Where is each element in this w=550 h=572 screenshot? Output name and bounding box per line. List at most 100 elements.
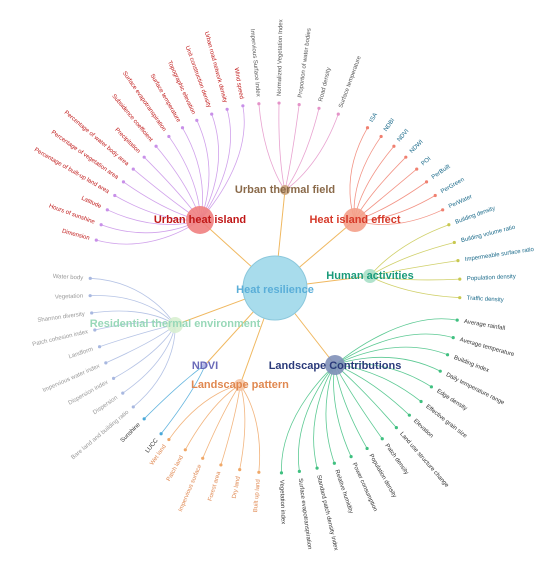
hub-label: Residential thermal environment xyxy=(90,318,261,330)
leaf-label: Impermeable surface ratio xyxy=(465,247,535,263)
leaf-node xyxy=(419,399,423,404)
leaf-label: Proportion of water bodies xyxy=(298,28,313,98)
hub-label: Human activities xyxy=(326,270,413,282)
leaf-label: Percentage of built-up land area xyxy=(33,147,111,195)
leaf-label: Dispersion xyxy=(92,395,119,416)
leaf-link xyxy=(105,324,176,364)
leaf-node xyxy=(277,101,281,105)
leaf-node xyxy=(154,144,158,148)
leaf-node xyxy=(379,134,383,139)
leaf-node xyxy=(456,259,460,263)
hub-node xyxy=(363,269,377,283)
leaf-label: Shannon diversity xyxy=(37,311,85,323)
leaf-link xyxy=(122,324,176,394)
leaf-node xyxy=(415,167,419,171)
leaf-node xyxy=(90,311,94,315)
hub-node xyxy=(343,208,367,232)
leaf-node xyxy=(315,466,319,470)
leaf-node xyxy=(201,456,205,460)
hub-node xyxy=(202,362,208,368)
leaf-label: Elevation xyxy=(412,418,434,439)
leaf-label: Edge density xyxy=(435,389,468,413)
leaf-label: Percentage of vegetation area xyxy=(50,130,120,181)
leaf-label: Building volume ratio xyxy=(460,225,516,245)
hub-label: Landscape Contributions xyxy=(269,360,402,372)
leaf-node xyxy=(195,118,199,122)
leaf-label: Vegetation xyxy=(55,294,84,301)
hub-label: Landscape pattern xyxy=(191,379,289,391)
leaf-link xyxy=(168,384,241,440)
hub-label: NDVI xyxy=(192,360,218,372)
center-node xyxy=(242,255,308,321)
leaf-node xyxy=(121,391,125,395)
leaf-label: NDBI xyxy=(383,117,396,132)
leaf-node xyxy=(407,413,411,417)
leaf-label: PerGreen xyxy=(440,177,466,195)
leaf-link xyxy=(202,384,241,459)
leaf-label: PerBuilt xyxy=(431,164,452,181)
nodes xyxy=(88,101,462,475)
leaf-link xyxy=(334,364,368,449)
leaf-node xyxy=(142,417,146,421)
leaf-label: Road density xyxy=(318,67,332,102)
leaf-node xyxy=(279,471,284,475)
leaf-label: Sunshine xyxy=(120,422,142,444)
leaf-link xyxy=(349,127,368,221)
leaf-label: Wind speed xyxy=(233,67,244,99)
leaf-link xyxy=(281,364,336,473)
leaf-label: Building index xyxy=(453,355,490,374)
hub-node xyxy=(280,185,290,195)
leaf-node xyxy=(131,167,135,171)
leaf-node xyxy=(238,468,242,472)
hub-node xyxy=(234,379,246,391)
leaf-node xyxy=(455,318,459,322)
leaf-node xyxy=(365,446,369,451)
leaf-node xyxy=(297,102,301,107)
leaf-node xyxy=(404,155,408,159)
leaf-label: Dimension xyxy=(61,229,90,242)
leaf-node xyxy=(452,240,456,245)
leaf-label: Power consumption xyxy=(351,462,378,513)
hub-label: Urban heat island xyxy=(154,214,246,226)
center-label: Heat resilience xyxy=(236,284,314,296)
leaf-label: Traffic density xyxy=(467,296,504,304)
leaf-link xyxy=(284,108,320,191)
leaf-node xyxy=(336,112,340,116)
leaf-node xyxy=(219,463,223,467)
leaf-node xyxy=(142,155,146,159)
leaf-node xyxy=(111,376,116,380)
leaf-node xyxy=(447,223,451,227)
leaf-label: Average rainfall xyxy=(463,319,505,332)
leaf-node xyxy=(183,448,187,452)
leaf-node xyxy=(458,277,462,281)
leaf-label: Patch cohesion index xyxy=(32,329,89,348)
leaf-node xyxy=(451,336,455,340)
leaf-label: Precipitation xyxy=(113,127,141,155)
leaf-node xyxy=(380,437,384,441)
hub-node xyxy=(167,317,183,333)
leaf-link xyxy=(354,146,395,221)
leaf-label: Population density xyxy=(367,453,397,499)
leaf-link xyxy=(354,156,407,221)
leaf-node xyxy=(458,296,462,300)
hub-label: Heat island effect xyxy=(309,214,400,226)
leaf-node xyxy=(332,461,336,465)
leaf-node xyxy=(93,328,97,332)
leaf-node xyxy=(210,112,214,116)
hub-label: Urban thermal field xyxy=(235,184,335,196)
leaf-label: Relative humidity xyxy=(333,469,353,514)
leaf-node xyxy=(88,294,92,298)
leaf-node xyxy=(97,345,102,349)
leaf-link xyxy=(184,384,241,450)
leaf-link xyxy=(160,364,206,435)
leaf-link xyxy=(284,104,300,191)
leaf-label: Dispersion index xyxy=(68,380,110,407)
leaf-node xyxy=(241,104,245,108)
leaf-node xyxy=(225,107,229,111)
leaf-node xyxy=(429,385,433,389)
leaf-label: Latitude xyxy=(80,196,102,211)
leaf-label: Vegetation index xyxy=(278,480,286,525)
leaf-label: Patch land xyxy=(166,455,185,483)
